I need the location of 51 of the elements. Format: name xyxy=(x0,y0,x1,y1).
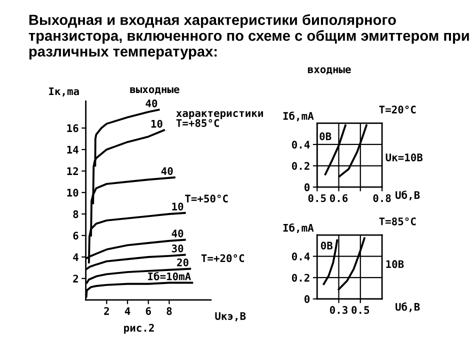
x-tick-label: 8 xyxy=(166,307,172,315)
text: входные xyxy=(308,67,351,75)
series-label: 10 xyxy=(151,120,162,128)
x-tick-label: 4 xyxy=(124,307,130,315)
x-axis-title: Uкэ,B xyxy=(215,312,246,322)
x-tick-label: 0.3 xyxy=(330,306,348,314)
annotation: T=+85°C xyxy=(176,119,220,127)
series-label: 20 xyxy=(177,258,188,266)
text: Uк=10B xyxy=(386,153,423,162)
x-tick-label: 0.6 xyxy=(330,194,348,202)
y-axis-title: Iк,ma xyxy=(49,87,79,96)
series-label: 30 xyxy=(172,244,184,252)
x-tick-label: 2 xyxy=(104,307,109,315)
x-axis-title: Uб,B xyxy=(396,190,420,200)
y-tick-label: 0.2 xyxy=(292,274,310,282)
y-tick-label: 8 xyxy=(73,210,78,218)
text: 10B xyxy=(386,260,404,268)
y-tick-label: 4 xyxy=(73,253,78,261)
y-tick-label: 16 xyxy=(67,124,78,132)
y-tick-label: 0.2 xyxy=(292,162,310,170)
annotation: характеристики xyxy=(176,111,263,120)
y-tick-label: 6 xyxy=(73,232,78,240)
series-label: 40 xyxy=(146,99,158,108)
y-tick-label: 2 xyxy=(73,274,78,282)
text: рис.2 xyxy=(124,324,154,334)
y-tick-label: 0.4 xyxy=(292,252,310,260)
x-tick-label: 6 xyxy=(146,307,151,315)
series-label: Iб=10mA xyxy=(148,272,191,280)
text: T=85°C xyxy=(379,217,416,226)
annotation: T=+20°C xyxy=(201,254,244,262)
series-label: 10 xyxy=(172,202,184,210)
y-tick-label: 12 xyxy=(67,167,78,175)
series-label: 40 xyxy=(161,167,173,176)
x-axis-title: Uб,B xyxy=(396,302,420,312)
y-tick-label: 10 xyxy=(67,188,78,197)
y-tick-label: 14 xyxy=(67,146,78,154)
annotation: T=+50°C xyxy=(185,194,228,203)
x-tick-label: 0.5 xyxy=(352,306,370,314)
y-tick-label: 0 xyxy=(304,183,310,192)
y-axis-title: Iб,mA xyxy=(283,112,314,122)
y-axis-title: Iб,mA xyxy=(283,223,314,234)
text: T=20°C xyxy=(379,106,416,114)
series-label: 0B xyxy=(320,132,332,140)
y-tick-label: 0.4 xyxy=(292,140,310,149)
x-tick-label: 0.8 xyxy=(373,194,391,202)
series-label: 0B xyxy=(320,242,333,250)
y-tick-label: 0 xyxy=(304,295,310,304)
series-label: 40 xyxy=(172,229,184,238)
text: выходные xyxy=(130,87,180,94)
x-tick-label: 0.5 xyxy=(308,194,326,202)
text: Выходная и входная характеристики биполярного транзистора, включенного по схеме с общим эмиттером при различных температурах: xyxy=(28,14,469,60)
